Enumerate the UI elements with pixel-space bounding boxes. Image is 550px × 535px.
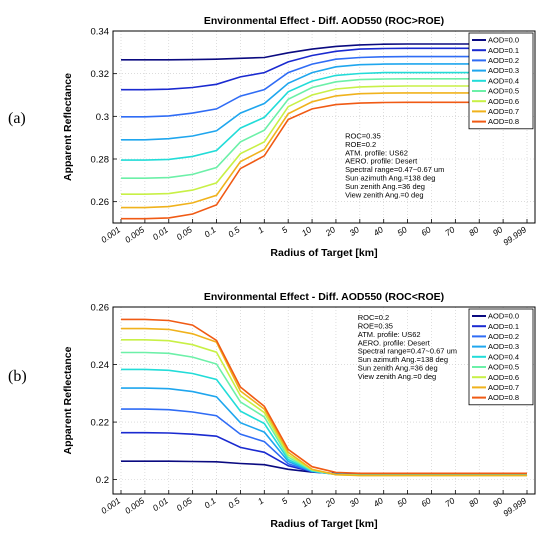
chart-1-y-tick-label: 0.22 [91,418,110,429]
chart-1-x-tick-label: 60 [419,495,433,509]
chart-1-legend-entry: AOD=0.4 [488,352,519,361]
chart-1-series-line-aod-0-8 [121,318,527,475]
chart-1-x-tick-label: 10 [300,495,314,509]
chart-0-legend-entry: AOD=0.6 [488,97,519,106]
chart-1-x-tick-label: 20 [323,495,338,509]
chart-0-y-tick-label: 0.28 [91,155,110,166]
chart-0-x-tick-label: 5 [280,224,290,235]
chart-0-title: Environmental Effect - Diff. AOD550 (ROC… [204,15,444,27]
chart-1-legend-entry: AOD=0.7 [488,383,519,392]
chart-1-x-tick-label: 0.05 [175,495,195,513]
chart-0-legend-entry: AOD=0.7 [488,107,519,116]
chart-1-series-line-aod-0-7 [121,327,527,477]
chart-1-title: Environmental Effect - Diff. AOD550 (ROC… [204,291,444,303]
chart-1-legend-entry: AOD=0.8 [488,393,519,402]
chart-1-annotation: Spectral range=0.47~0.67 um [358,347,457,356]
chart-0-annotation: Sun zenith Ang.=36 deg [345,182,425,191]
chart-0-annotation: View zenith Ang.=0 deg [345,190,423,199]
chart-1-annotation: Sun zenith Ang.=36 deg [358,363,438,372]
chart-1-legend-entry: AOD=0.0 [488,312,519,321]
chart-0-legend-entry: AOD=0.5 [488,87,519,96]
chart-1-x-tick-label: 30 [347,495,361,509]
chart-0-y-tick-label: 0.32 [91,69,110,80]
chart-1-x-tick-label: 5 [280,495,290,506]
chart-1-annotation: Sun azimuth Ang.=138 deg [358,355,448,364]
chart-0-annotation: ATM. profile: US62 [345,148,408,157]
chart-1-x-tick-label: 50 [395,495,409,509]
chart-1-x-tick-label: 80 [467,495,481,509]
chart-1-annotation: View zenith Ang.=0 deg [358,372,436,381]
chart-0-legend-entry: AOD=0.1 [488,46,519,55]
chart-0-legend-entry: AOD=0.0 [488,36,519,45]
panel-label-b: (b) [8,368,27,385]
chart-1-annotation: ROE=0.35 [358,321,393,330]
chart-1-x-tick-label: 99.999 [501,495,528,518]
chart-1-y-tick-label: 0.2 [96,475,109,486]
chart-0-annotation: AERO. profile: Desert [345,157,418,166]
chart-0-series-line-aod-0-0 [121,43,527,61]
chart-0-series-line-aod-0-6 [121,85,527,195]
chart-1-annotation: ROC=0.2 [358,313,389,322]
chart-1-x-tick-label: 90 [491,495,505,509]
chart-0-annotation: ROE=0.2 [345,140,376,149]
chart-1-series-line-aod-0-2 [121,408,527,476]
chart-1-legend-entry: AOD=0.3 [488,342,519,351]
chart-1-series-line-aod-0-6 [121,338,527,477]
chart-1-x-tick-label: 0.1 [202,495,218,510]
chart-0-y-axis-label: Apparent Reflectance [62,73,74,181]
chart-1-legend-entry: AOD=0.2 [488,332,519,341]
chart-1-annotation: ATM. profile: US62 [358,330,421,339]
chart-1-series-line-aod-0-1 [121,431,527,476]
chart-0-series-line-aod-0-5 [121,78,527,179]
chart-1-x-tick-label: 40 [371,495,385,509]
chart-0-series-line-aod-0-1 [121,47,527,91]
chart-1-legend-entry: AOD=0.6 [488,373,519,382]
chart-1-legend-entry: AOD=0.5 [488,363,519,372]
chart-0-annotation: ROC=0.35 [345,132,381,141]
panel-label-a: (a) [8,110,26,127]
chart-0-y-tick-label: 0.26 [91,197,110,208]
chart-1-x-tick-label: 70 [443,495,457,509]
chart-0-annotation: Sun azimuth Ang.=138 deg [345,174,435,183]
chart-0-y-tick-label: 0.34 [91,27,110,38]
chart-1-annotation: AERO. profile: Desert [358,338,431,347]
chart-1-x-tick-label: 0.5 [226,495,242,510]
chart-0-series-line-aod-0-4 [121,71,527,161]
chart-1-x-tick-label: 1 [256,495,266,506]
chart-0-y-tick-label: 0.3 [96,112,109,123]
chart-0-legend-entry: AOD=0.3 [488,66,519,75]
chart-0-plot-frame [112,30,536,224]
chart-0-series-line-aod-0-2 [121,55,527,118]
chart-0-legend-entry: AOD=0.4 [488,76,519,85]
chart-0-annotation: Spectral range=0.47~0.67 um [345,165,444,174]
chart-0-x-axis-label: Radius of Target [km] [270,247,377,259]
chart-1-x-axis-label: Radius of Target [km] [270,518,377,530]
chart-1-y-tick-label: 0.26 [91,303,110,314]
chart-1-y-tick-label: 0.24 [91,360,110,371]
chart-0-series-line-aod-0-7 [121,92,527,209]
chart-0-series-line-aod-0-8 [121,101,527,220]
chart-0-legend-entry: AOD=0.8 [488,117,519,126]
chart-0-series-line-aod-0-3 [121,63,527,141]
chart-1-series-line-aod-0-5 [121,351,527,477]
chart-0-x-tick-label: 1 [256,224,266,235]
chart-1-x-tick-label: 0.005 [123,495,146,516]
chart-1-x-tick-label: 0.01 [151,495,171,513]
chart-1-y-axis-label: Apparent Reflectance [62,346,74,454]
chart-1-legend-entry: AOD=0.1 [488,322,519,331]
chart-0-legend-entry: AOD=0.2 [488,56,519,65]
chart-1-x-tick-label: 0.001 [99,495,122,516]
chart-1-plot-frame [112,306,536,495]
